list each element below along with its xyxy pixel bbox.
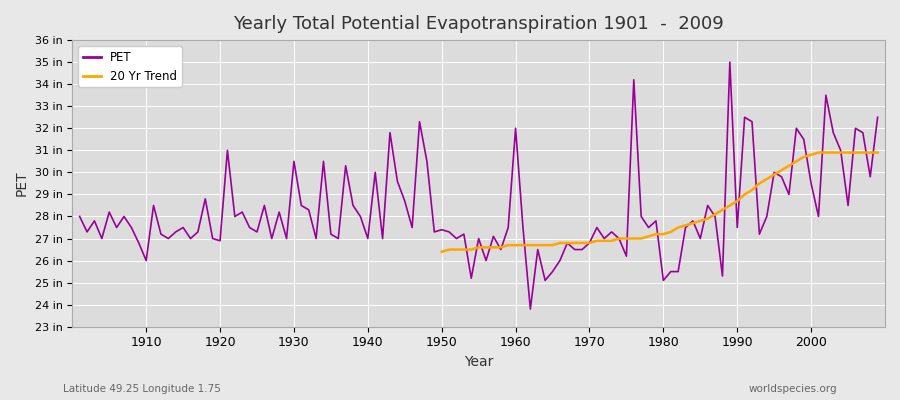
Title: Yearly Total Potential Evapotranspiration 1901  -  2009: Yearly Total Potential Evapotranspiratio… <box>233 15 724 33</box>
PET <box>503 225 514 230</box>
PET <box>525 307 535 312</box>
PET <box>340 163 351 168</box>
PET <box>510 126 521 131</box>
PET <box>296 203 307 208</box>
Legend: PET, 20 Yr Trend: PET, 20 Yr Trend <box>78 46 182 87</box>
PET <box>724 60 735 64</box>
Text: worldspecies.org: worldspecies.org <box>749 384 837 394</box>
PET <box>872 115 883 120</box>
Line: PET: PET <box>80 62 878 309</box>
20 Yr Trend <box>577 240 588 245</box>
Y-axis label: PET: PET <box>15 171 29 196</box>
Text: Latitude 49.25 Longitude 1.75: Latitude 49.25 Longitude 1.75 <box>63 384 220 394</box>
PET <box>75 214 86 219</box>
PET <box>607 230 617 234</box>
20 Yr Trend <box>510 243 521 248</box>
Line: 20 Yr Trend: 20 Yr Trend <box>442 152 878 252</box>
20 Yr Trend <box>436 249 447 254</box>
PET <box>133 240 144 245</box>
20 Yr Trend <box>562 240 572 245</box>
X-axis label: Year: Year <box>464 355 493 369</box>
20 Yr Trend <box>584 240 595 245</box>
20 Yr Trend <box>872 150 883 155</box>
20 Yr Trend <box>710 212 721 217</box>
20 Yr Trend <box>547 243 558 248</box>
20 Yr Trend <box>813 150 824 155</box>
